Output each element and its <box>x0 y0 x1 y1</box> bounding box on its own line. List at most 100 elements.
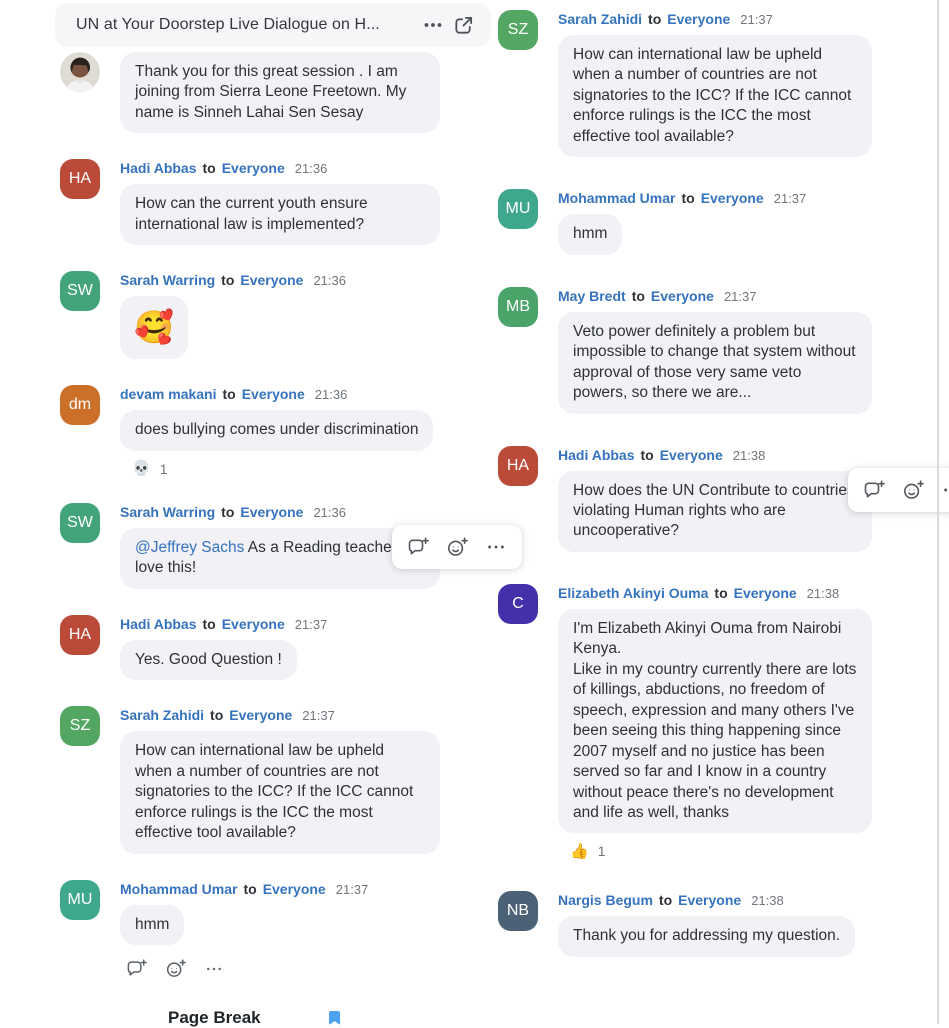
sender-name[interactable]: Sarah Warring <box>120 503 216 520</box>
timestamp: 21:37 <box>723 288 757 304</box>
recipient-name[interactable]: Everyone <box>700 190 764 207</box>
reaction-chip[interactable]: 👍 1 <box>570 843 922 859</box>
message-bubble[interactable]: does bullying comes under discrimination <box>120 410 434 451</box>
reaction-count: 1 <box>159 460 168 477</box>
chat-column-left: Thank you for this great session . I am … <box>60 52 522 980</box>
message-meta: Hadi Abbas to Everyone 21:38 <box>558 446 922 465</box>
avatar[interactable]: HA <box>498 445 538 486</box>
to-label: to <box>648 11 662 27</box>
chat-message: C Elizabeth Akinyi Ouma to Everyone 21:3… <box>498 583 922 859</box>
message-bubble[interactable]: I'm Elizabeth Akinyi Ouma from Nairobi K… <box>558 608 872 834</box>
sender-name[interactable]: Sarah Zahidi <box>120 707 205 724</box>
timestamp: 21:36 <box>294 161 328 177</box>
recipient-name[interactable]: Everyone <box>221 615 285 632</box>
to-label: to <box>243 880 257 897</box>
message-bubble[interactable]: @Jeffrey Sachs As a Reading teacher, I l… <box>120 527 440 589</box>
recipient-name[interactable]: Everyone <box>229 707 293 724</box>
chat-window-header: UN at Your Doorstep Live Dialogue on H..… <box>56 4 490 46</box>
avatar-initials: C <box>512 594 524 612</box>
avatar[interactable]: dm <box>60 385 100 426</box>
timestamp: 21:37 <box>335 881 369 897</box>
add-reaction-icon[interactable] <box>902 479 924 501</box>
avatar-initials: HA <box>506 456 530 474</box>
message-bubble[interactable]: Veto power definitely a problem but impo… <box>558 311 872 414</box>
sender-name[interactable]: Sarah Warring <box>120 272 216 289</box>
recipient-name[interactable]: Everyone <box>659 446 723 463</box>
avatar-initials: HA <box>68 170 92 188</box>
recipient-name[interactable]: Everyone <box>733 584 797 601</box>
sender-name[interactable]: Mohammad Umar <box>558 190 676 207</box>
more-actions-icon[interactable] <box>941 479 949 501</box>
message-bubble[interactable]: 🥰 <box>120 296 188 360</box>
message-bubble[interactable]: Thank you for addressing my question. <box>558 916 856 957</box>
avatar[interactable]: HA <box>60 614 100 655</box>
recipient-name[interactable]: Everyone <box>240 272 304 289</box>
sender-name[interactable]: Hadi Abbas <box>120 615 197 632</box>
avatar[interactable]: MB <box>498 286 538 327</box>
timestamp: 21:38 <box>732 447 766 463</box>
chat-column-right: SZ Sarah Zahidi to Everyone 21:37 How ca… <box>498 10 949 957</box>
message-bubble[interactable]: How can the current youth ensure interna… <box>120 184 440 246</box>
to-label: to <box>210 707 224 724</box>
recipient-name[interactable]: Everyone <box>678 892 742 909</box>
avatar[interactable]: SZ <box>498 10 538 50</box>
scrollbar-track[interactable] <box>937 0 939 1024</box>
message-bubble[interactable]: How can international law be upheld when… <box>120 731 440 854</box>
recipient-name[interactable]: Everyone <box>221 160 285 177</box>
chat-title: UN at Your Doorstep Live Dialogue on H..… <box>76 16 380 33</box>
sender-name[interactable]: Hadi Abbas <box>120 160 197 177</box>
reply-icon[interactable] <box>863 479 885 501</box>
sender-name[interactable]: May Bredt <box>558 287 626 304</box>
message-meta: Elizabeth Akinyi Ouma to Everyone 21:38 <box>558 584 922 603</box>
recipient-name[interactable]: Everyone <box>241 386 305 403</box>
avatar[interactable]: NB <box>498 891 538 932</box>
to-label: to <box>658 892 673 909</box>
avatar-initials: MU <box>67 890 93 908</box>
avatar[interactable]: HA <box>60 159 100 200</box>
message-bubble[interactable]: How can international law be upheld when… <box>558 35 872 158</box>
recipient-name[interactable]: Everyone <box>240 503 304 520</box>
more-menu-icon[interactable] <box>418 10 448 40</box>
recipient-name[interactable]: Everyone <box>262 880 326 897</box>
message-text: 🥰 <box>134 309 174 346</box>
sender-name[interactable]: Sarah Zahidi <box>558 11 643 27</box>
avatar[interactable]: C <box>498 583 538 624</box>
avatar-initials: dm <box>68 396 92 414</box>
recipient-name[interactable]: Everyone <box>650 287 714 304</box>
more-actions-icon[interactable] <box>485 536 507 558</box>
add-reaction-icon[interactable] <box>446 536 468 558</box>
mention-link[interactable]: @Jeffrey Sachs <box>135 538 245 556</box>
reaction-chip[interactable]: 💀 1 <box>132 461 492 477</box>
sender-name[interactable]: Mohammad Umar <box>120 880 238 897</box>
more-actions-icon[interactable] <box>203 958 225 980</box>
sender-name[interactable]: Elizabeth Akinyi Ouma <box>558 584 709 601</box>
avatar[interactable]: MU <box>498 189 538 230</box>
avatar[interactable]: SW <box>60 502 100 543</box>
to-label: to <box>221 272 235 289</box>
message-meta: Sarah Zahidi to Everyone 21:37 <box>120 706 492 725</box>
message-bubble[interactable]: Thank you for this great session . I am … <box>120 52 440 134</box>
sender-name[interactable]: devam makani <box>120 386 217 403</box>
message-bubble[interactable]: hmm <box>558 214 623 255</box>
message-bubble[interactable]: How does the UN Contribute to countries … <box>558 470 872 552</box>
chat-message: SW Sarah Warring to Everyone 21:36 🥰 <box>60 271 492 360</box>
avatar[interactable]: MU <box>60 879 100 920</box>
avatar[interactable]: SZ <box>60 706 100 747</box>
pop-out-icon[interactable] <box>448 10 478 40</box>
sender-name[interactable]: Hadi Abbas <box>558 446 635 463</box>
recipient-name[interactable]: Everyone <box>667 11 731 27</box>
avatar-initials: SW <box>67 282 93 300</box>
timestamp: 21:37 <box>740 12 773 27</box>
page-break-marker-icon <box>329 1011 340 1025</box>
sender-name[interactable]: Nargis Begum <box>558 892 653 909</box>
message-text: How does the UN Contribute to countries … <box>573 481 855 540</box>
page-break-label: Page Break <box>168 1008 261 1027</box>
message-bubble[interactable]: hmm <box>120 904 185 945</box>
message-bubble[interactable]: Yes. Good Question ! <box>120 639 297 681</box>
message-text: hmm <box>573 225 608 243</box>
reply-icon[interactable] <box>407 536 429 558</box>
reply-icon[interactable] <box>125 958 147 980</box>
add-reaction-icon[interactable] <box>164 958 186 980</box>
avatar[interactable]: SW <box>60 271 100 312</box>
avatar[interactable] <box>60 52 100 92</box>
